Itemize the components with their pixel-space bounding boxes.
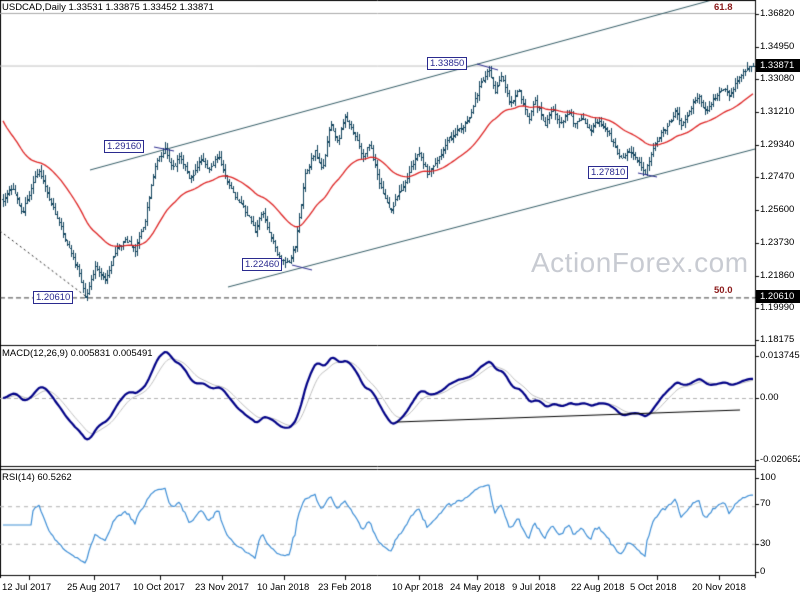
macd-indicator-title: MACD(12,26,9) 0.005831 0.005491 <box>2 348 153 359</box>
rsi-indicator-title: RSI(14) 60.5262 <box>2 472 72 483</box>
chart-title-ohlc: USDCAD,Daily 1.33531 1.33875 1.33452 1.3… <box>2 2 214 13</box>
